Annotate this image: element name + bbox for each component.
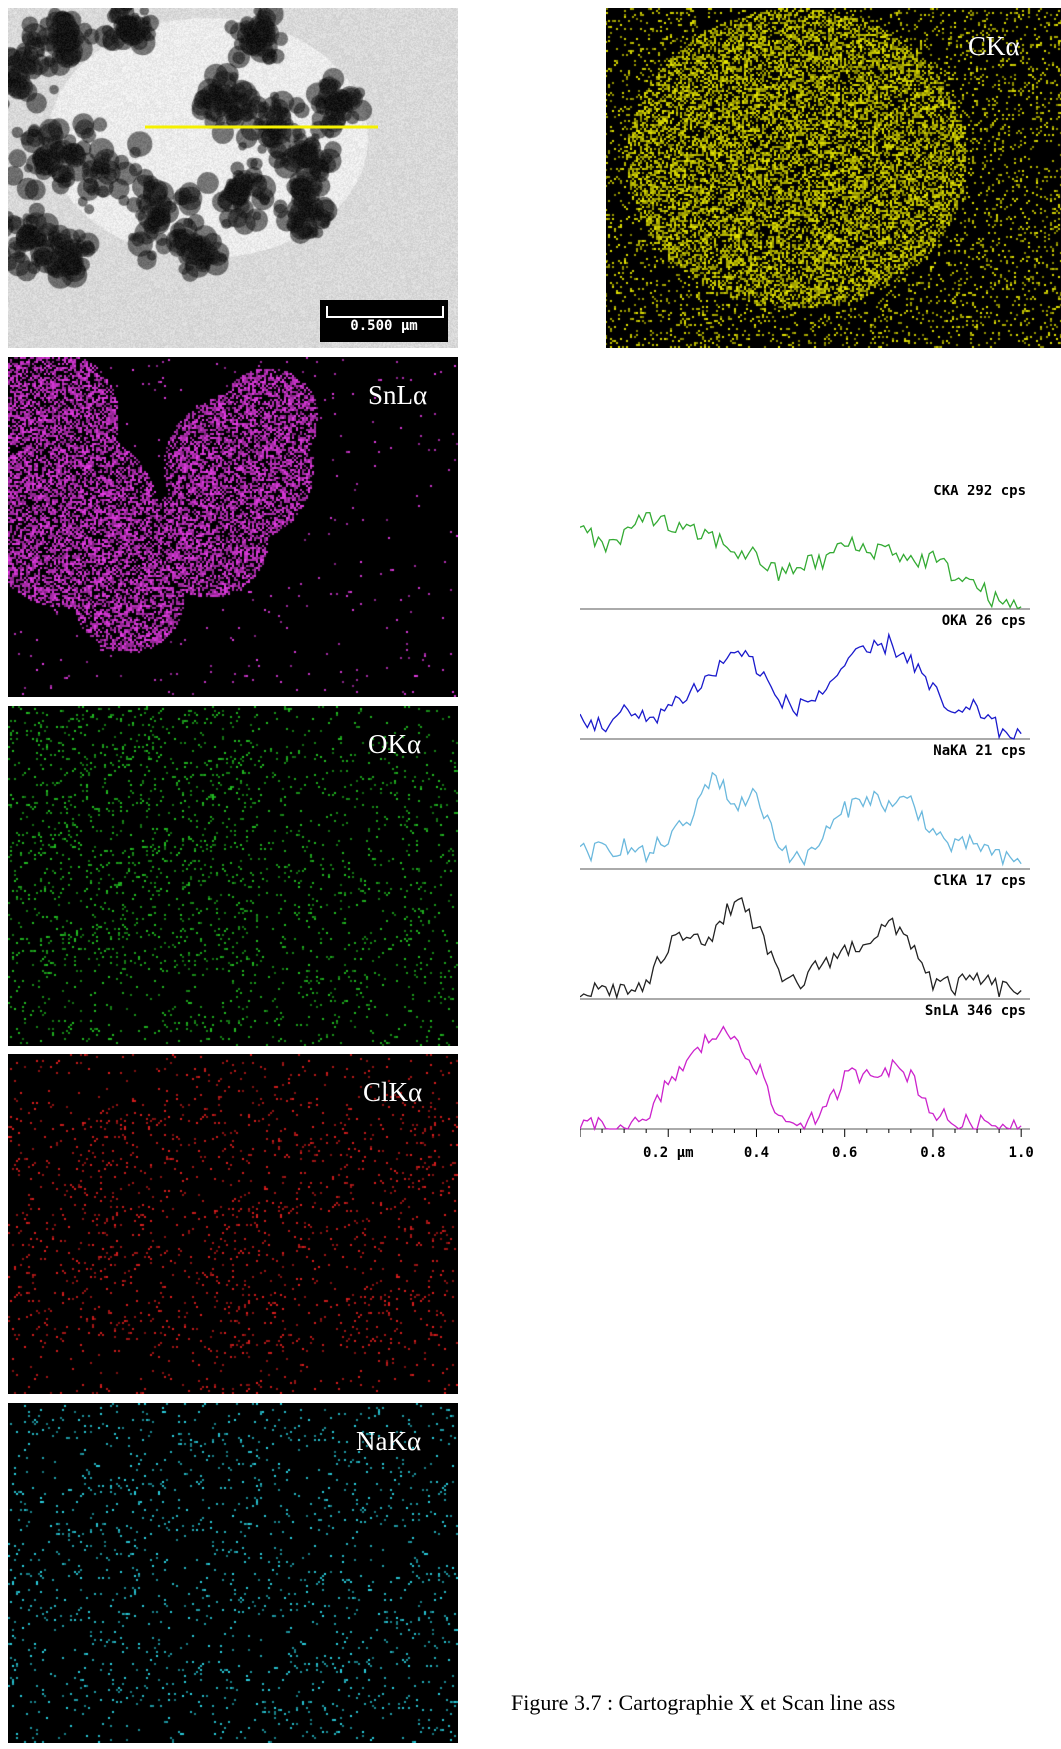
map-label-sn: SnLα bbox=[368, 380, 428, 410]
profile-label: ClKA 17 cps bbox=[933, 873, 1026, 889]
profile-series-0 bbox=[580, 512, 1022, 610]
map-label-na: NaKα bbox=[356, 1426, 422, 1456]
tem-image bbox=[8, 8, 458, 348]
profile-series-4 bbox=[580, 1025, 1022, 1132]
map-label-c: CKα bbox=[968, 31, 1020, 61]
profile-series-1 bbox=[580, 632, 1022, 740]
map-panel-cl: ClKα bbox=[8, 1054, 458, 1394]
map-panel-o: OKα bbox=[8, 706, 458, 1046]
line-scan-chart: CKA 292 cps OKA 26 cps NaKA 21 cps ClKA 17 … bbox=[580, 485, 1034, 1161]
x-axis-tick-label: 0.6 bbox=[832, 1145, 857, 1161]
profile-label: NaKA 21 cps bbox=[933, 743, 1026, 759]
profile-label: SnLA 346 cps bbox=[925, 1003, 1026, 1019]
map-panel-c: CKα bbox=[606, 8, 1061, 348]
element-map-c bbox=[606, 8, 1061, 348]
scale-bar-label: 0.500 µm bbox=[350, 318, 418, 334]
x-axis-tick-label: 1.0 bbox=[1009, 1145, 1034, 1161]
profile-label: CKA 292 cps bbox=[933, 485, 1026, 499]
element-map-cl bbox=[8, 1054, 458, 1394]
profile-series-2 bbox=[580, 771, 1022, 867]
profile-label: OKA 26 cps bbox=[942, 613, 1026, 629]
scale-bar: 0.500 µm bbox=[320, 300, 448, 342]
figure-caption: Figure 3.7 : Cartographie X et Scan line… bbox=[511, 1690, 896, 1715]
profile-series-3 bbox=[580, 896, 1022, 1000]
x-axis-tick-label: 0.8 bbox=[920, 1145, 945, 1161]
element-map-sn bbox=[8, 357, 458, 697]
map-panel-sn: SnLα bbox=[8, 357, 458, 697]
element-map-na bbox=[8, 1403, 458, 1743]
x-axis-tick-label: 0.2 µm bbox=[643, 1145, 694, 1161]
x-axis-tick-label: 0.4 bbox=[744, 1145, 769, 1161]
tem-image-panel: 0.500 µm bbox=[8, 8, 458, 348]
element-map-o bbox=[8, 706, 458, 1046]
map-panel-na: NaKα bbox=[8, 1403, 458, 1743]
map-label-cl: ClKα bbox=[363, 1077, 423, 1107]
map-label-o: OKα bbox=[368, 729, 422, 759]
